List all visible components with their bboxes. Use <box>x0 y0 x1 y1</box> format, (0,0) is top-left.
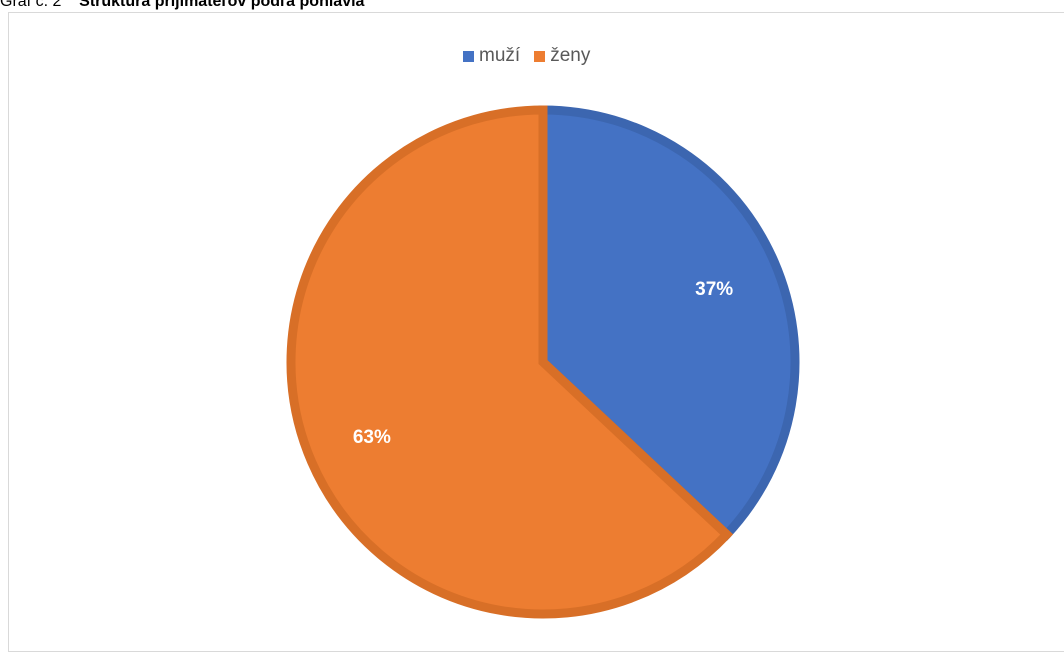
pie-slice-men <box>538 105 800 541</box>
legend-label-women: ženy <box>550 45 591 66</box>
legend: muží ženy <box>463 44 590 68</box>
chart-title: Štruktúra prijímateľov podľa pohlavia <box>79 0 365 10</box>
legend-label-men: muží <box>479 45 521 66</box>
data-label-women: 63% <box>353 427 391 448</box>
legend-item-women: ženy <box>534 45 590 67</box>
data-label-men: 37% <box>695 279 733 300</box>
pie-chart: 37% 63% <box>286 105 800 619</box>
legend-item-men: muží <box>463 45 520 67</box>
legend-swatch-women <box>534 50 546 62</box>
chart-caption: Graf č. 2 Štruktúra prijímateľov podľa p… <box>0 0 364 13</box>
pie-slice-women <box>286 105 734 619</box>
legend-swatch-men <box>463 50 474 62</box>
caption-prefix: Graf č. 2 <box>0 0 62 10</box>
